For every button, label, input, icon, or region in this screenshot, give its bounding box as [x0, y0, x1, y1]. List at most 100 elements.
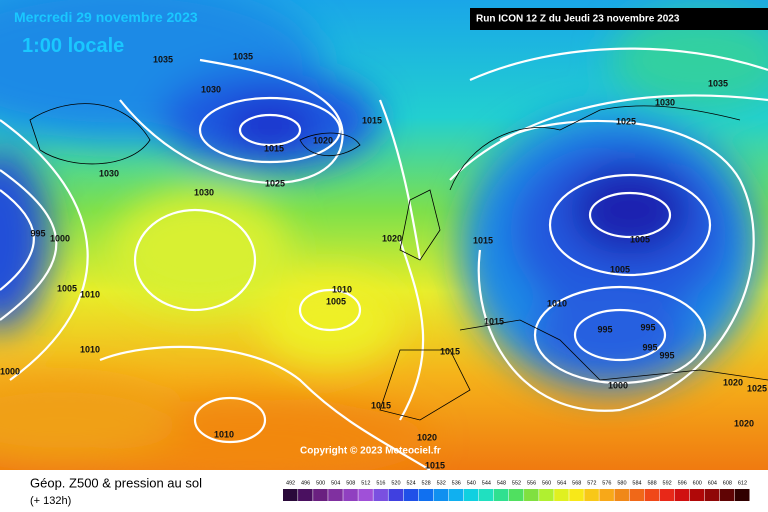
forecast-lead: (+ 132h) [30, 495, 71, 507]
isobar-label: 1030 [201, 84, 221, 94]
scale-swatch [418, 489, 434, 501]
isobar-label: 1020 [723, 377, 743, 387]
map-field [0, 0, 768, 470]
scale-label: 612 [738, 480, 747, 486]
isobar-label: 1025 [265, 178, 285, 188]
isobar-label: 1015 [362, 115, 382, 125]
footer-title: Géop. Z500 & pression au sol [30, 475, 202, 490]
scale-label: 568 [572, 480, 581, 486]
scale-swatch [599, 489, 614, 501]
isobar-label: 1005 [326, 296, 346, 306]
scale-swatch [719, 489, 735, 501]
isobar-label: 1010 [332, 284, 352, 294]
isobar-label: 1015 [473, 235, 493, 245]
scale-swatch [298, 489, 313, 501]
scale-swatch [343, 489, 358, 501]
scale-label: 536 [452, 480, 461, 486]
isobar-label: 1030 [655, 97, 675, 107]
valid-time: 1:00 locale [22, 35, 124, 57]
scale-swatch [674, 489, 690, 501]
scale-label: 524 [406, 480, 415, 486]
isobar-label: 995 [640, 322, 655, 332]
isobar-label: 995 [30, 228, 45, 238]
run-banner [470, 8, 768, 30]
scale-swatch [358, 489, 373, 501]
scale-label: 532 [437, 480, 446, 486]
scale-swatch [433, 489, 449, 501]
isobar-label: 1020 [417, 432, 437, 442]
run-info: Run ICON 12 Z du Jeudi 23 novembre 2023 [476, 14, 680, 25]
isobar-label: 1005 [630, 234, 650, 244]
isobar-label: 1015 [440, 346, 460, 356]
scale-swatch [478, 489, 494, 501]
valid-date: Mercredi 29 novembre 2023 [14, 9, 198, 25]
isobar-label: 995 [642, 342, 657, 352]
scale-swatch [328, 489, 343, 501]
scale-swatch [448, 489, 464, 501]
isobar-label: 1015 [425, 460, 445, 470]
scale-label: 516 [376, 480, 385, 486]
copyright: Copyright © 2023 Meteociel.fr [300, 446, 441, 457]
scale-label: 584 [632, 480, 641, 486]
scale-label: 572 [587, 480, 596, 486]
isobar-label: 1035 [153, 54, 173, 64]
isobar-label: 1000 [0, 366, 20, 376]
scale-swatch [554, 489, 569, 501]
scale-label: 580 [617, 480, 626, 486]
isobar-label: 1025 [616, 116, 636, 126]
scale-label: 556 [527, 480, 536, 486]
isobar-label: 995 [659, 350, 674, 360]
scale-swatch [629, 489, 645, 501]
scale-label: 500 [316, 480, 325, 486]
scale-label: 588 [647, 480, 656, 486]
scale-label: 508 [346, 480, 355, 486]
scale-swatch [388, 489, 404, 501]
scale-swatch [403, 489, 419, 501]
isobar-label: 1010 [80, 344, 100, 354]
scale-swatch [704, 489, 720, 501]
isobar-label: 1030 [194, 187, 214, 197]
scale-label: 544 [482, 480, 491, 486]
scale-label: 564 [557, 480, 566, 486]
scale-swatch [734, 489, 750, 501]
isobar-label: 1010 [547, 298, 567, 308]
isobar-label: 1035 [233, 51, 253, 61]
isobar-label: 1005 [57, 283, 77, 293]
isobar-label: 1025 [747, 383, 767, 393]
scale-label: 592 [663, 480, 672, 486]
isobar-label: 1030 [99, 168, 119, 178]
scale-label: 596 [678, 480, 687, 486]
scale-swatch [463, 489, 479, 501]
scale-swatch [584, 489, 599, 501]
scale-label: 548 [497, 480, 506, 486]
scale-swatch [614, 489, 629, 501]
scale-swatch [539, 489, 554, 501]
scale-label: 528 [422, 480, 431, 486]
scale-label: 604 [708, 480, 717, 486]
isobar-label: 995 [597, 324, 612, 334]
isobar-label: 1010 [214, 429, 234, 439]
isobar-label: 1035 [708, 78, 728, 88]
scale-label: 600 [693, 480, 702, 486]
scale-swatch [524, 489, 539, 501]
isobar-label: 1015 [264, 143, 284, 153]
scale-label: 608 [723, 480, 732, 486]
isobar-label: 1005 [610, 264, 630, 274]
scale-label: 504 [331, 480, 340, 486]
scale-label: 540 [467, 480, 476, 486]
isobar-label: 1020 [382, 233, 402, 243]
scale-label: 492 [286, 480, 295, 486]
scale-label: 512 [361, 480, 370, 486]
isobar-label: 1020 [734, 418, 754, 428]
isobar-label: 1000 [608, 380, 628, 390]
scale-swatch [644, 489, 660, 501]
scale-swatch [689, 489, 705, 501]
scale-swatch [283, 489, 298, 501]
scale-swatch [569, 489, 584, 501]
isobar-label: 1010 [80, 289, 100, 299]
scale-label: 552 [512, 480, 521, 486]
scale-swatch [659, 489, 675, 501]
scale-label: 576 [602, 480, 611, 486]
scale-label: 520 [391, 480, 400, 486]
